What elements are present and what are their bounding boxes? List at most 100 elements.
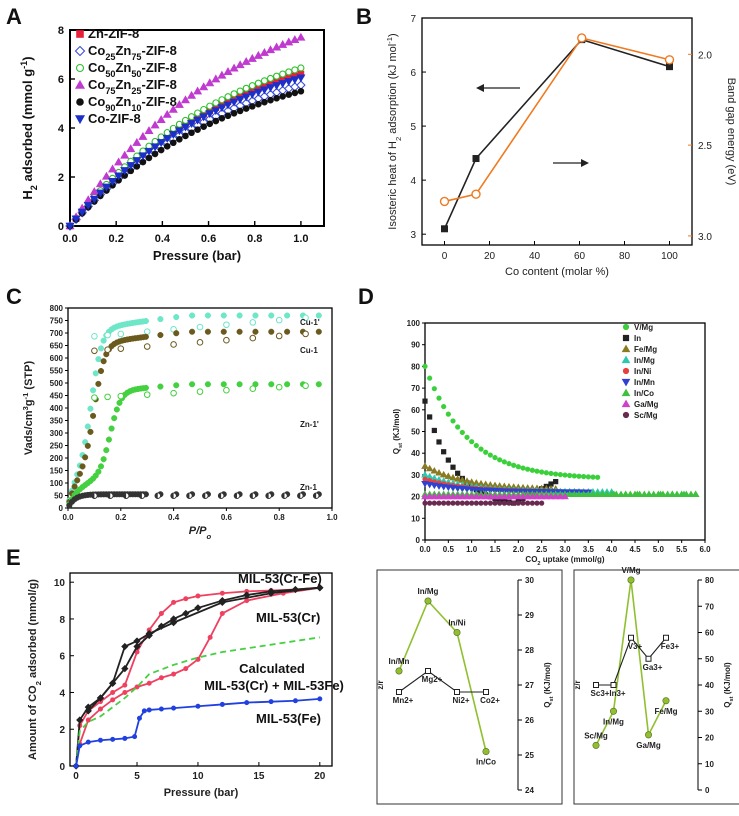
data-point: [537, 492, 546, 500]
y-tick-label: 90: [411, 341, 420, 350]
label-fragment: 90: [105, 103, 115, 113]
data-point: [445, 500, 451, 506]
data-point: [97, 706, 103, 712]
data-point-desorption: [249, 385, 257, 393]
label-fragment: Zn-ZIF-8: [88, 26, 139, 41]
inset-frame: [376, 569, 563, 805]
qst-point-label: In/Co: [476, 758, 496, 767]
data-point: [113, 406, 120, 413]
data-point: [668, 490, 677, 498]
data-point: [218, 96, 226, 104]
data-point: [441, 449, 447, 455]
data-point: [171, 705, 177, 711]
legend-label: Co-ZIF-8: [88, 111, 141, 126]
y-axis-title-right: Qst (KJ/mol): [543, 662, 555, 708]
data-point: [422, 363, 428, 370]
legend-label: Co25Zn75-ZIF-8: [88, 43, 177, 62]
zr-point: [663, 634, 669, 641]
x-tick-label: 0.0: [62, 513, 74, 522]
data-point: [469, 439, 475, 445]
legend-marker: [74, 45, 86, 57]
data-point-desorption-half: [91, 492, 95, 499]
x-tick-label: 0.6: [201, 233, 216, 245]
data-point: [87, 405, 94, 412]
label-fragment: 50: [131, 69, 141, 79]
zr-point-label: Sc3+: [591, 689, 610, 698]
data-point: [589, 490, 597, 498]
data-point: [90, 387, 97, 394]
data-point: [267, 589, 275, 597]
data-point: [253, 50, 263, 59]
data-point: [436, 439, 442, 445]
data-point: [593, 490, 602, 498]
data-point: [285, 91, 293, 98]
data-point: [174, 127, 184, 136]
series-Cu-1': [66, 312, 322, 504]
zr-point-label: Ni2+: [452, 696, 469, 705]
data-point: [278, 39, 288, 48]
data-point: [133, 637, 141, 645]
legend-label: Fe/Mg: [634, 345, 657, 354]
data-point: [431, 386, 437, 392]
qst-point: [453, 628, 461, 636]
y2-tick-label: 2.0: [698, 50, 712, 61]
data-point: [126, 144, 136, 153]
data-point-desorption: [275, 316, 283, 324]
data-point: [141, 708, 147, 714]
data-point: [105, 436, 112, 443]
data-point: [501, 459, 507, 465]
x-tick-label: 5.5: [676, 545, 688, 554]
series-line: [78, 586, 320, 745]
data-point: [236, 107, 244, 115]
series-MIL-53(Cr) desorption: [84, 584, 324, 715]
data-point: [561, 492, 569, 500]
data-point: [497, 500, 503, 506]
data-point: [430, 467, 439, 474]
data-point: [205, 78, 215, 87]
label-fragment: Amount of CO: [27, 685, 39, 760]
y2-axis-title: Band gap energy (eV): [725, 78, 737, 186]
legend-marker: [621, 355, 631, 364]
y-tick-label: 80: [705, 576, 714, 585]
data-point: [576, 473, 582, 479]
data-point: [199, 82, 209, 91]
data-point-desorption-half: [250, 492, 253, 499]
data-point: [297, 87, 305, 95]
data-point: [183, 666, 189, 672]
data-point: [199, 113, 209, 122]
data-point: [581, 473, 587, 480]
data-point: [235, 96, 245, 104]
legend-marker: [622, 334, 630, 342]
data-point: [431, 427, 437, 434]
y-axis-title: Amount of CO2 adsorbed (mmol/g): [27, 579, 43, 760]
data-point: [187, 90, 197, 99]
data-point: [100, 358, 107, 365]
data-point: [76, 716, 84, 724]
data-point: [158, 706, 164, 712]
y-tick-label: 10: [411, 514, 420, 523]
data-point: [444, 492, 453, 500]
qst-point-label: Sc/Mg: [584, 731, 608, 740]
panel-label-d: D: [358, 284, 374, 309]
data-point: [425, 492, 434, 500]
data-point: [584, 490, 593, 498]
label-fragment: Co-ZIF-8: [88, 111, 141, 126]
data-point: [248, 82, 256, 90]
data-point: [95, 468, 102, 475]
data-point: [90, 412, 97, 419]
data-point: [435, 469, 443, 476]
x-tick-label: 20: [314, 771, 326, 782]
label-fragment: (STP): [23, 361, 35, 393]
data-point: [96, 694, 105, 702]
legend-label: In/Ni: [634, 367, 651, 376]
label-fragment: 75: [131, 52, 141, 62]
y-axis-title: Qst (KJ/mol): [392, 408, 404, 454]
data-point: [122, 735, 128, 741]
qst-point-label: In/Ni: [448, 619, 465, 628]
data-point: [150, 120, 160, 129]
data-point: [116, 399, 123, 406]
data-point: [528, 492, 537, 500]
data-point: [248, 103, 256, 110]
data-point: [195, 593, 201, 599]
data-point: [473, 442, 479, 449]
